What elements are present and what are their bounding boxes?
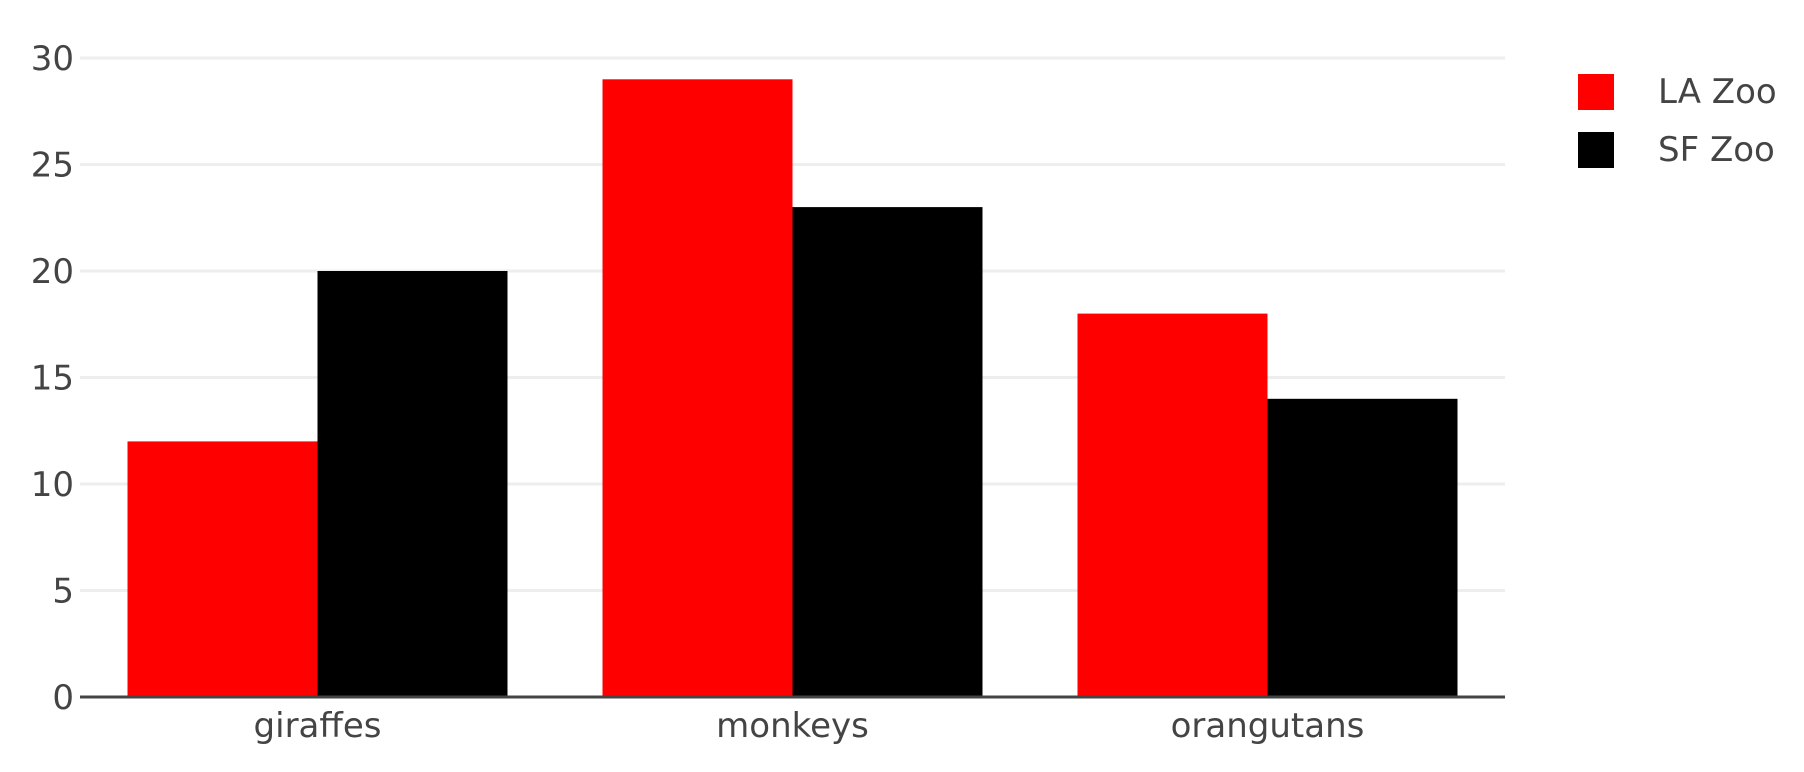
y-tick-label: 10 <box>31 465 74 505</box>
y-tick-label: 20 <box>31 252 74 292</box>
x-tick-label: monkeys <box>716 706 869 746</box>
y-axis-tick-labels: 0 5 10 15 20 25 30 <box>31 39 74 718</box>
legend[interactable]: LA Zoo SF Zoo <box>1578 72 1777 170</box>
bar-la-zoo-orangutans <box>1077 313 1268 697</box>
y-tick-label: 15 <box>31 359 74 399</box>
legend-label: SF Zoo <box>1658 130 1775 170</box>
legend-item-sf-zoo[interactable]: SF Zoo <box>1578 130 1775 170</box>
x-axis-tick-labels: giraffes monkeys orangutans <box>254 706 1365 746</box>
bar-sf-zoo-giraffes <box>317 271 508 697</box>
bar-sf-zoo-orangutans <box>1267 398 1458 697</box>
legend-swatch <box>1578 74 1614 110</box>
bar-la-zoo-giraffes <box>127 441 318 697</box>
y-tick-label: 25 <box>31 146 74 186</box>
x-tick-label: orangutans <box>1171 706 1365 746</box>
y-tick-label: 5 <box>52 572 74 612</box>
y-tick-label: 30 <box>31 39 74 79</box>
bar-la-zoo-monkeys <box>602 79 793 698</box>
legend-item-la-zoo[interactable]: LA Zoo <box>1578 72 1777 112</box>
legend-label: LA Zoo <box>1658 72 1777 112</box>
bar-sf-zoo-monkeys <box>792 207 983 697</box>
bars <box>127 79 1458 698</box>
legend-swatch <box>1578 132 1614 168</box>
y-tick-label: 0 <box>52 678 74 718</box>
x-tick-label: giraffes <box>254 706 382 746</box>
